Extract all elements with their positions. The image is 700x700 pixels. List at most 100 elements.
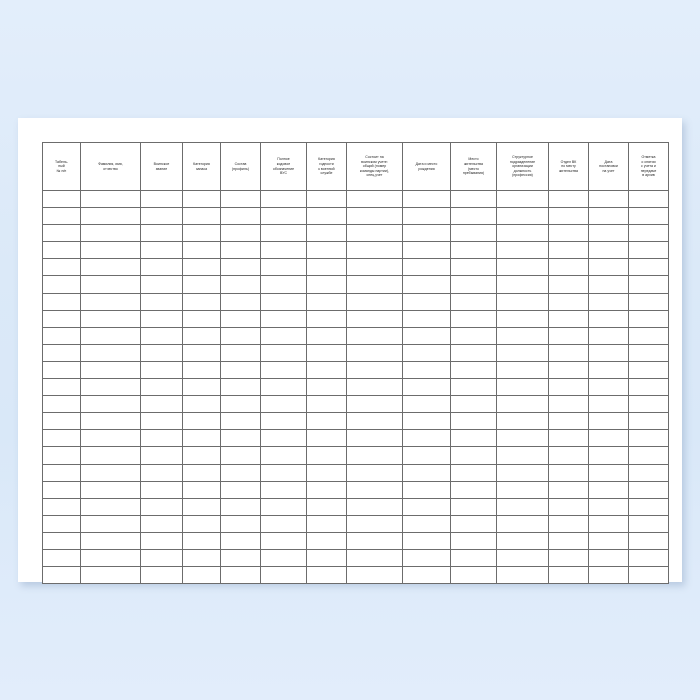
cell-kategoriya-godnosti[interactable]	[306, 189, 347, 209]
cell-kategoriya-godnosti[interactable]	[306, 463, 347, 482]
cell-kategoriya-zapasa[interactable]	[182, 480, 221, 499]
cell-sostav-profil[interactable]	[220, 258, 261, 277]
cell-mesto-zhitelstva[interactable]	[450, 497, 497, 516]
cell-voinskoe-zvanie[interactable]	[140, 275, 183, 294]
cell-otmetka-o-snyatii[interactable]	[628, 189, 669, 209]
cell-kategoriya-zapasa[interactable]	[182, 531, 221, 550]
cell-fio[interactable]	[80, 395, 141, 414]
cell-voinskoe-zvanie[interactable]	[140, 446, 183, 465]
cell-kategoriya-godnosti[interactable]	[306, 531, 347, 550]
table-row[interactable]	[42, 189, 669, 209]
cell-voinskoe-zvanie[interactable]	[140, 429, 183, 448]
cell-sostav-profil[interactable]	[220, 378, 261, 397]
cell-otmetka-o-snyatii[interactable]	[628, 224, 669, 243]
cell-otmetka-o-snyatii[interactable]	[628, 360, 669, 380]
cell-sostoit-na-voinskom-uchete[interactable]	[346, 429, 403, 448]
cell-strukturnoe-podrazdelenie[interactable]	[496, 224, 549, 243]
cell-fio[interactable]	[80, 258, 141, 277]
cell-tabelny-nomer[interactable]	[42, 566, 81, 585]
cell-kategoriya-godnosti[interactable]	[306, 412, 347, 431]
cell-voinskoe-zvanie[interactable]	[140, 360, 183, 380]
cell-data-mesto-rozhdeniya[interactable]	[402, 189, 451, 209]
cell-mesto-zhitelstva[interactable]	[450, 378, 497, 397]
cell-otdel-vk[interactable]	[548, 395, 589, 414]
cell-voinskoe-zvanie[interactable]	[140, 258, 183, 277]
cell-kodovoe-oboznachenie-vus[interactable]	[260, 446, 307, 465]
cell-kategoriya-zapasa[interactable]	[182, 378, 221, 397]
cell-tabelny-nomer[interactable]	[42, 224, 81, 243]
cell-data-postanovki-na-uchet[interactable]	[588, 566, 629, 585]
cell-kodovoe-oboznachenie-vus[interactable]	[260, 360, 307, 380]
cell-strukturnoe-podrazdelenie[interactable]	[496, 480, 549, 499]
cell-sostav-profil[interactable]	[220, 309, 261, 328]
cell-sostoit-na-voinskom-uchete[interactable]	[346, 189, 403, 209]
cell-fio[interactable]	[80, 241, 141, 260]
cell-fio[interactable]	[80, 189, 141, 209]
cell-otdel-vk[interactable]	[548, 566, 589, 585]
cell-data-mesto-rozhdeniya[interactable]	[402, 343, 451, 362]
cell-fio[interactable]	[80, 446, 141, 465]
cell-sostav-profil[interactable]	[220, 395, 261, 414]
cell-strukturnoe-podrazdelenie[interactable]	[496, 463, 549, 482]
cell-kategoriya-zapasa[interactable]	[182, 292, 221, 311]
table-row[interactable]	[42, 241, 669, 260]
cell-sostoit-na-voinskom-uchete[interactable]	[346, 378, 403, 397]
cell-kodovoe-oboznachenie-vus[interactable]	[260, 514, 307, 533]
cell-data-mesto-rozhdeniya[interactable]	[402, 514, 451, 533]
cell-kodovoe-oboznachenie-vus[interactable]	[260, 548, 307, 568]
cell-voinskoe-zvanie[interactable]	[140, 343, 183, 362]
cell-fio[interactable]	[80, 343, 141, 362]
cell-mesto-zhitelstva[interactable]	[450, 429, 497, 448]
cell-data-postanovki-na-uchet[interactable]	[588, 446, 629, 465]
cell-strukturnoe-podrazdelenie[interactable]	[496, 412, 549, 431]
cell-otmetka-o-snyatii[interactable]	[628, 548, 669, 568]
cell-kategoriya-zapasa[interactable]	[182, 241, 221, 260]
cell-data-postanovki-na-uchet[interactable]	[588, 292, 629, 311]
cell-otmetka-o-snyatii[interactable]	[628, 514, 669, 533]
cell-data-mesto-rozhdeniya[interactable]	[402, 378, 451, 397]
cell-sostav-profil[interactable]	[220, 463, 261, 482]
cell-kategoriya-zapasa[interactable]	[182, 275, 221, 294]
cell-fio[interactable]	[80, 531, 141, 550]
cell-mesto-zhitelstva[interactable]	[450, 480, 497, 499]
cell-tabelny-nomer[interactable]	[42, 326, 81, 345]
cell-tabelny-nomer[interactable]	[42, 412, 81, 431]
cell-sostoit-na-voinskom-uchete[interactable]	[346, 531, 403, 550]
cell-sostoit-na-voinskom-uchete[interactable]	[346, 224, 403, 243]
cell-otdel-vk[interactable]	[548, 378, 589, 397]
cell-kodovoe-oboznachenie-vus[interactable]	[260, 241, 307, 260]
cell-mesto-zhitelstva[interactable]	[450, 548, 497, 568]
cell-data-postanovki-na-uchet[interactable]	[588, 241, 629, 260]
cell-voinskoe-zvanie[interactable]	[140, 378, 183, 397]
table-row[interactable]	[42, 207, 669, 226]
cell-mesto-zhitelstva[interactable]	[450, 326, 497, 345]
cell-kategoriya-godnosti[interactable]	[306, 378, 347, 397]
cell-otmetka-o-snyatii[interactable]	[628, 480, 669, 499]
cell-otdel-vk[interactable]	[548, 514, 589, 533]
table-row[interactable]	[42, 514, 669, 533]
cell-otdel-vk[interactable]	[548, 241, 589, 260]
cell-kategoriya-zapasa[interactable]	[182, 429, 221, 448]
cell-mesto-zhitelstva[interactable]	[450, 207, 497, 226]
cell-otdel-vk[interactable]	[548, 497, 589, 516]
cell-sostav-profil[interactable]	[220, 566, 261, 585]
cell-mesto-zhitelstva[interactable]	[450, 566, 497, 585]
cell-kodovoe-oboznachenie-vus[interactable]	[260, 326, 307, 345]
cell-mesto-zhitelstva[interactable]	[450, 531, 497, 550]
cell-sostav-profil[interactable]	[220, 480, 261, 499]
cell-fio[interactable]	[80, 326, 141, 345]
cell-kategoriya-godnosti[interactable]	[306, 429, 347, 448]
cell-kodovoe-oboznachenie-vus[interactable]	[260, 429, 307, 448]
cell-data-postanovki-na-uchet[interactable]	[588, 514, 629, 533]
cell-data-mesto-rozhdeniya[interactable]	[402, 292, 451, 311]
cell-otdel-vk[interactable]	[548, 548, 589, 568]
cell-tabelny-nomer[interactable]	[42, 275, 81, 294]
cell-strukturnoe-podrazdelenie[interactable]	[496, 378, 549, 397]
cell-otdel-vk[interactable]	[548, 412, 589, 431]
cell-kategoriya-zapasa[interactable]	[182, 224, 221, 243]
cell-mesto-zhitelstva[interactable]	[450, 275, 497, 294]
cell-sostoit-na-voinskom-uchete[interactable]	[346, 360, 403, 380]
cell-voinskoe-zvanie[interactable]	[140, 292, 183, 311]
cell-voinskoe-zvanie[interactable]	[140, 241, 183, 260]
cell-strukturnoe-podrazdelenie[interactable]	[496, 395, 549, 414]
